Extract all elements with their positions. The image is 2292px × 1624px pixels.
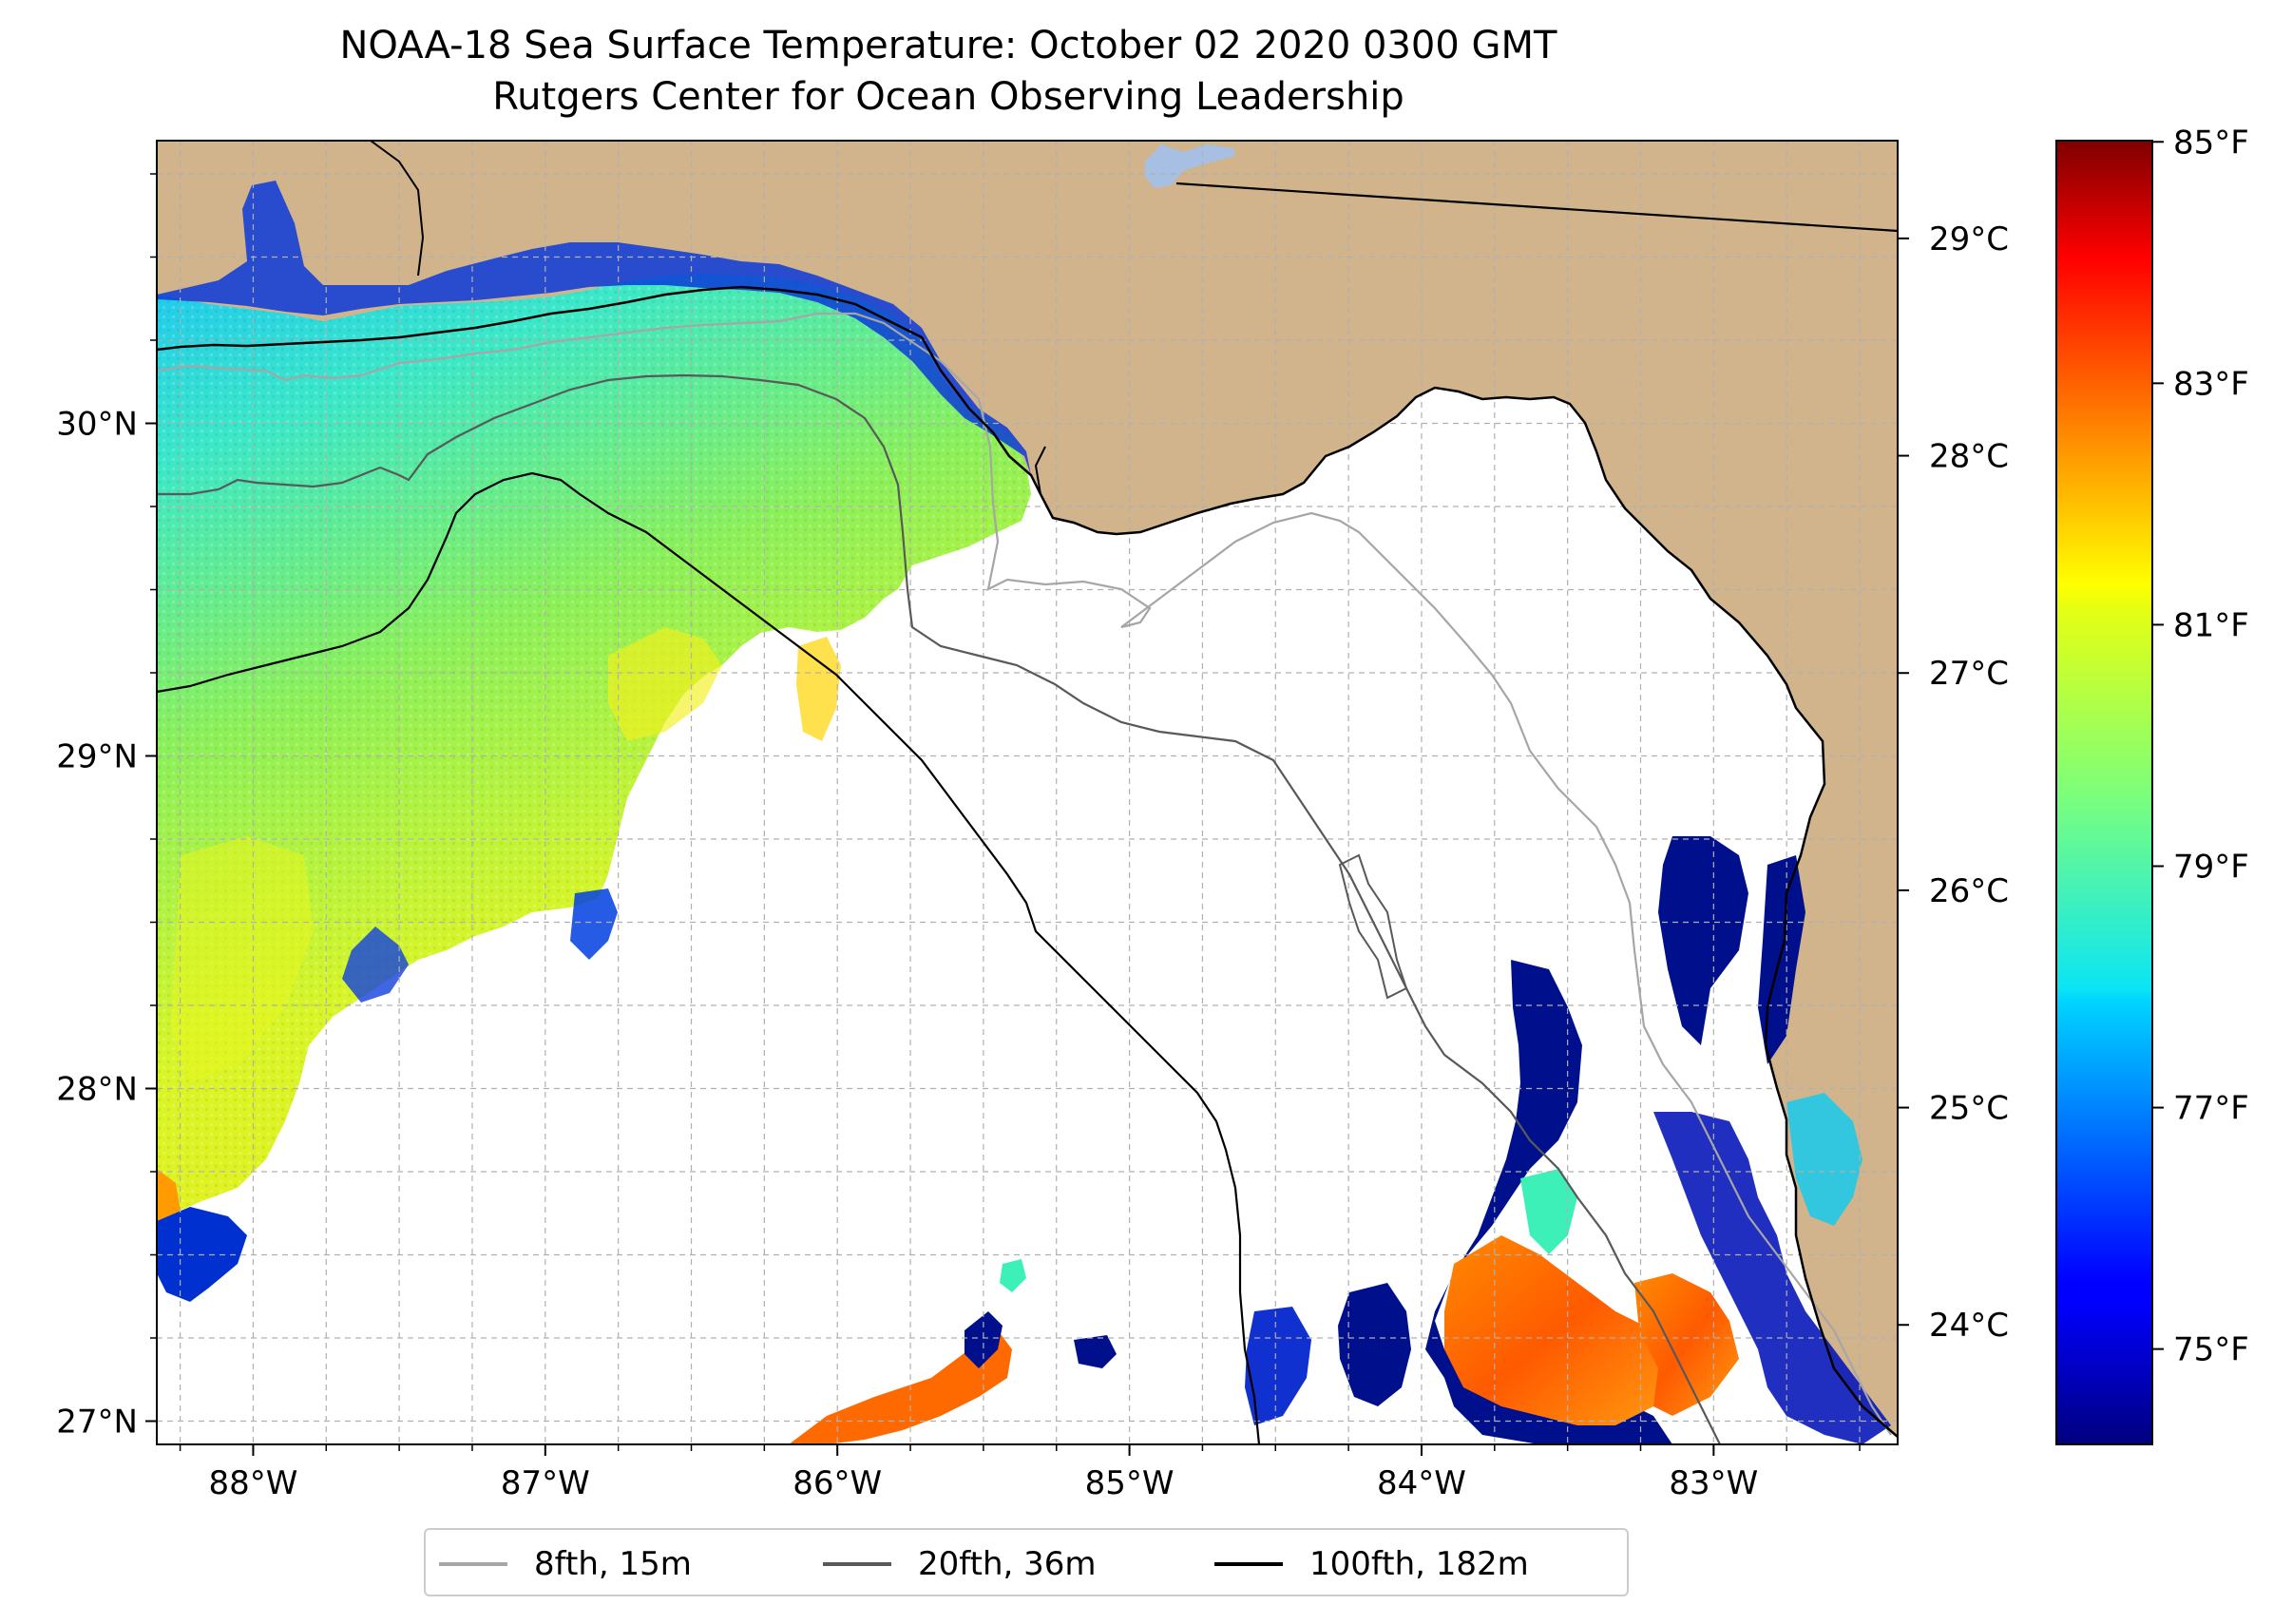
map-title: NOAA-18 Sea Surface Temperature: October… — [339, 24, 1557, 67]
lat-tick-label: 30°N — [56, 406, 138, 444]
map-area[interactable] — [157, 141, 1898, 1444]
colorbar — [2055, 140, 2153, 1445]
colorbar-ticks: 75°F 77°F 79°F 81°F 83°F 85°F — [2152, 124, 2249, 1369]
celsius-axis: 24°C 25°C 26°C 27°C 28°C 29°C — [1898, 220, 2009, 1345]
graticule — [157, 141, 1898, 1444]
lon-tick-label: 88°W — [208, 1464, 297, 1502]
legend-swatch-15m — [439, 1562, 507, 1566]
fahrenheit-tick-label: 75°F — [2173, 1331, 2249, 1369]
celsius-tick-label: 25°C — [1929, 1090, 2009, 1128]
lon-tick-label: 83°W — [1669, 1464, 1758, 1502]
lon-tick-label: 85°W — [1085, 1464, 1175, 1502]
legend-label-182m: 100fth, 182m — [1309, 1545, 1529, 1583]
legend-item-15m: 8fth, 15m — [439, 1530, 692, 1598]
celsius-tick-label: 27°C — [1929, 655, 2009, 693]
fahrenheit-tick-label: 85°F — [2173, 124, 2249, 162]
isobath-182m-contour — [157, 471, 1261, 1444]
legend-label-36m: 20fth, 36m — [918, 1545, 1097, 1583]
lat-tick-label: 29°N — [56, 738, 138, 776]
celsius-tick-label: 28°C — [1929, 438, 2009, 476]
lat-tick-label: 27°N — [56, 1404, 138, 1442]
legend-label-15m: 8fth, 15m — [534, 1545, 692, 1583]
celsius-tick-label: 29°C — [1929, 220, 2009, 258]
isobath-36m-contour — [157, 373, 1721, 1444]
colorbar-gradient — [2056, 141, 2152, 1444]
lon-tick-label: 87°W — [501, 1464, 590, 1502]
colorbar-frame — [2055, 140, 2153, 1445]
inland-lake — [1145, 144, 1235, 188]
coastline — [157, 285, 1898, 1438]
fahrenheit-tick-label: 83°F — [2173, 365, 2249, 403]
map-subtitle: Rutgers Center for Ocean Observing Leade… — [492, 75, 1404, 119]
celsius-tick-label: 24°C — [1929, 1307, 2009, 1345]
isobath-15m-contour — [157, 312, 1892, 1436]
lat-tick-label: 28°N — [56, 1071, 138, 1109]
fahrenheit-tick-label: 79°F — [2173, 848, 2249, 886]
lon-tick-label: 86°W — [793, 1464, 882, 1502]
lon-tick-label: 84°W — [1377, 1464, 1466, 1502]
map-axis-ticks: 88°W 87°W 86°W 85°W 84°W 83°W 27°N 28°N 29°N 30°N — [56, 173, 1861, 1502]
legend-item-182m: 100fth, 182m — [1214, 1530, 1529, 1598]
fahrenheit-tick-label: 77°F — [2173, 1090, 2249, 1128]
legend-swatch-36m — [823, 1562, 891, 1566]
celsius-tick-label: 26°C — [1929, 872, 2009, 910]
legend-swatch-182m — [1214, 1562, 1283, 1566]
fahrenheit-tick-label: 81°F — [2173, 606, 2249, 644]
land-area — [157, 141, 1898, 1437]
contour-legend: 8fth, 15m 20fth, 36m 100fth, 182m — [424, 1528, 1629, 1596]
map-frame — [156, 140, 1899, 1445]
legend-item-36m: 20fth, 36m — [823, 1530, 1097, 1598]
